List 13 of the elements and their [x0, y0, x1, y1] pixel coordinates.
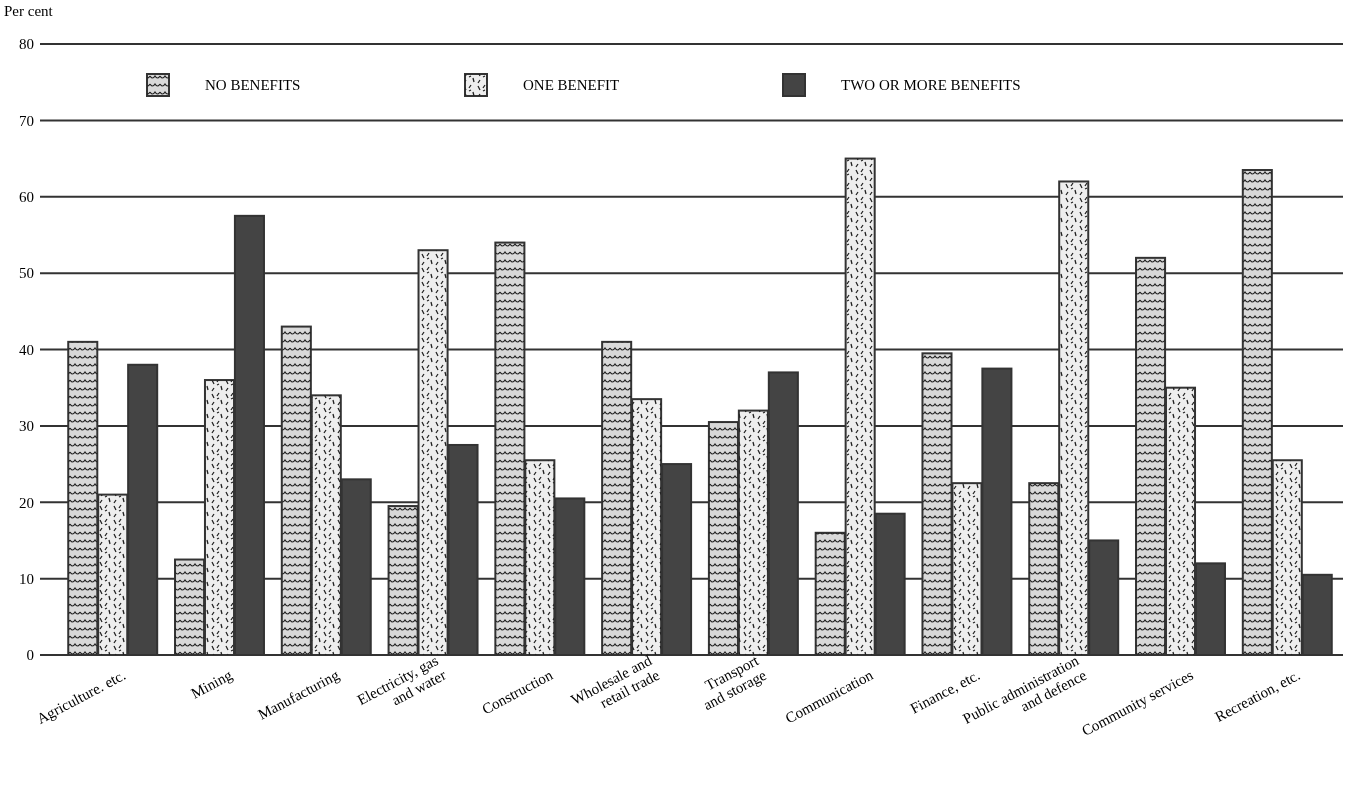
y-tick-label: 60: [19, 189, 34, 205]
legend-label: NO BENEFITS: [205, 77, 301, 94]
y-tick-label: 30: [19, 418, 34, 435]
legend-label: ONE BENEFIT: [523, 77, 620, 94]
y-tick-label: 80: [19, 36, 34, 53]
y-axis-title: Per cent: [4, 3, 54, 19]
y-tick-label: 40: [19, 341, 34, 358]
y-tick-label: 0: [26, 647, 34, 664]
y-tick-label: 50: [19, 265, 34, 282]
y-tick-label: 20: [19, 494, 34, 511]
y-tick-label: 10: [19, 570, 34, 587]
y-tick-label: 70: [19, 112, 34, 129]
legend-label: TWO OR MORE BENEFITS: [841, 77, 1021, 94]
